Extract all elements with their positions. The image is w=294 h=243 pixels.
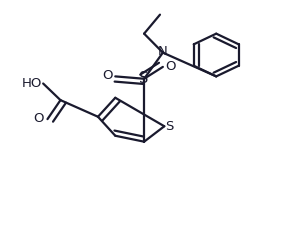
Text: O: O xyxy=(34,112,44,125)
Text: O: O xyxy=(102,69,112,82)
Text: S: S xyxy=(165,120,174,133)
Text: HO: HO xyxy=(22,77,42,90)
Text: S: S xyxy=(139,71,149,86)
Text: N: N xyxy=(157,45,167,58)
Text: O: O xyxy=(166,61,176,73)
